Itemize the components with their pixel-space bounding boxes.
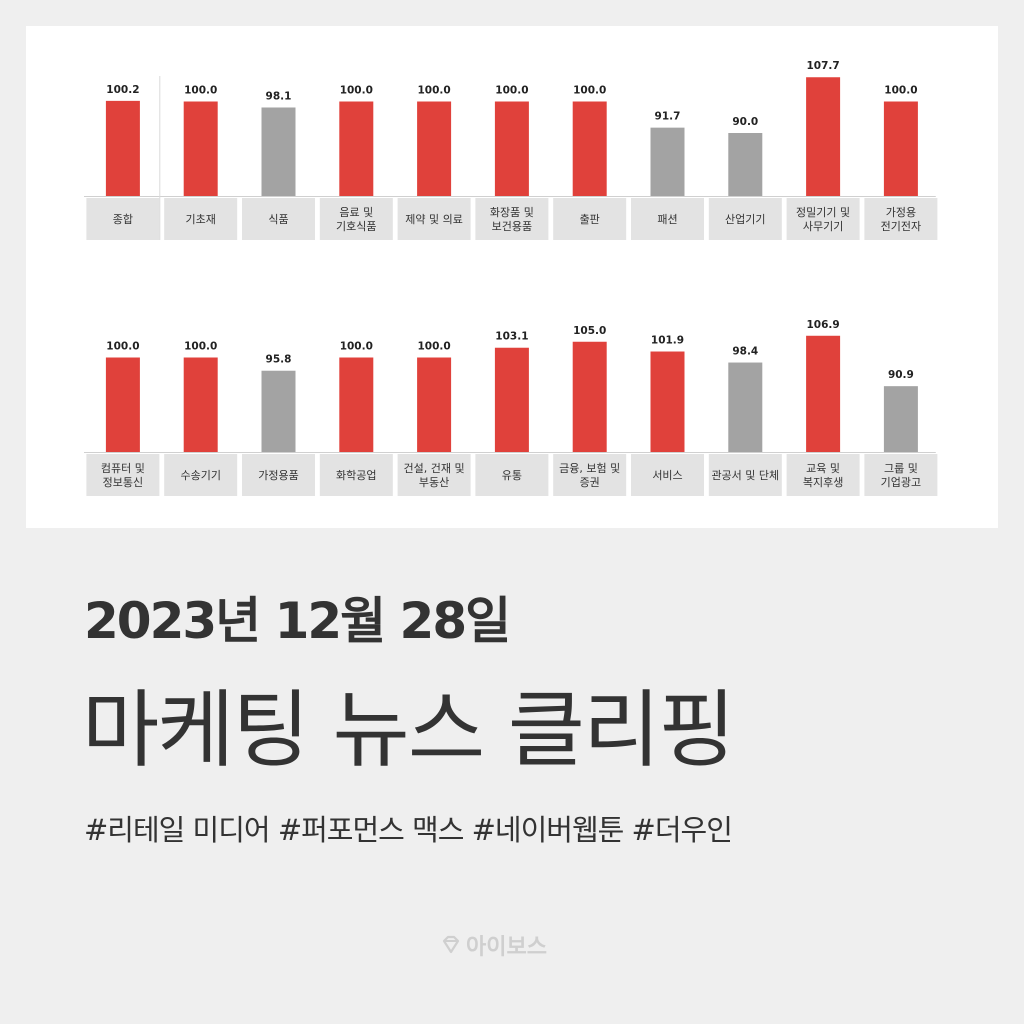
category-cell <box>319 454 393 496</box>
value-label: 95.8 <box>266 354 292 366</box>
category-cell <box>397 198 471 240</box>
value-label: 100.0 <box>184 341 217 353</box>
category-cell <box>864 198 938 240</box>
hashtags: #리테일 미디어 #퍼포먼스 맥스 #네이버웹툰 #더우인 <box>84 813 733 847</box>
value-label: 98.4 <box>732 346 758 358</box>
category-label: 종합 <box>113 213 133 226</box>
value-label: 107.7 <box>806 60 839 72</box>
bar <box>417 357 452 452</box>
category-label: 산업기기 <box>725 213 765 226</box>
value-label: 103.1 <box>495 331 528 343</box>
category-cell <box>86 198 160 240</box>
value-label: 101.9 <box>651 335 684 347</box>
value-label: 90.0 <box>732 116 758 128</box>
category-label: 화학공업 <box>336 469 376 482</box>
bar <box>105 100 140 196</box>
bar <box>883 101 918 196</box>
category-cell <box>164 198 238 240</box>
category-label: 가정용품 <box>258 469 298 482</box>
value-label: 100.0 <box>417 85 450 97</box>
category-cell <box>786 198 860 240</box>
category-label: 제약 및 의료 <box>405 212 463 226</box>
category-cell <box>708 198 782 240</box>
category-cell <box>786 454 860 496</box>
bar <box>572 341 607 452</box>
value-label: 90.9 <box>888 369 914 381</box>
category-cell <box>553 454 627 496</box>
value-label: 100.0 <box>106 341 139 353</box>
chart-card: 100.2 종합 100.0 기초재 98.1 식품 100.0 음료 및 기호식품 100.0 제… <box>26 26 998 528</box>
brand-name: 아이보스 <box>466 935 547 960</box>
bar <box>728 362 763 452</box>
category-cell <box>631 198 704 240</box>
category-label: 유통 <box>502 469 522 482</box>
category-label: 그룹 및 기업광고 <box>881 462 921 489</box>
bar <box>650 351 685 452</box>
bar-chart: 100.2 종합 100.0 기초재 98.1 식품 100.0 음료 및 기호식품 100.0 제… <box>84 60 938 496</box>
category-label: 기초재 <box>186 213 216 226</box>
category-label: 서비스 <box>652 469 682 482</box>
bar <box>883 386 918 452</box>
category-label: 수송기기 <box>180 469 220 482</box>
category-cell <box>242 198 315 240</box>
news-title: 마케팅 뉴스 클리핑 <box>82 681 736 779</box>
category-cell <box>864 454 938 496</box>
category-label: 정밀기기 및 사무기기 <box>796 206 850 233</box>
category-cell <box>397 454 471 496</box>
value-label: 105.0 <box>573 325 606 337</box>
category-label: 교육 및 복지후생 <box>803 462 843 489</box>
category-cell <box>242 454 315 496</box>
category-label: 컴퓨터 및 정보통신 <box>101 462 145 489</box>
value-label: 100.0 <box>495 85 528 97</box>
bar <box>417 101 452 196</box>
value-label: 100.0 <box>417 341 450 353</box>
bar <box>728 133 763 196</box>
category-label: 출판 <box>580 213 600 226</box>
bar <box>494 101 529 196</box>
bar <box>261 370 296 452</box>
brand-logo: 아이보스 <box>440 930 547 960</box>
value-label: 100.0 <box>573 85 606 97</box>
category-label: 가정용 전기전자 <box>881 206 921 233</box>
bar <box>339 357 374 452</box>
category-label: 패션 <box>657 213 677 226</box>
diamond-logo-icon <box>442 935 460 954</box>
bar <box>339 101 374 196</box>
bar <box>183 357 218 452</box>
value-label: 100.2 <box>106 84 139 96</box>
category-label: 음료 및 기호식품 <box>336 206 376 233</box>
category-label: 관공서 및 단체 <box>711 469 779 482</box>
category-label: 식품 <box>268 213 288 226</box>
category-cell <box>475 198 549 240</box>
value-label: 100.0 <box>184 85 217 97</box>
category-cell <box>631 454 704 496</box>
value-label: 98.1 <box>266 90 292 102</box>
value-label: 100.0 <box>340 341 373 353</box>
value-label: 106.9 <box>806 319 839 331</box>
category-cell <box>86 454 160 496</box>
category-cell <box>319 198 393 240</box>
category-label: 건설, 건재 및 부동산 <box>404 462 465 489</box>
value-label: 100.0 <box>884 85 917 97</box>
bar <box>261 107 296 196</box>
value-label: 91.7 <box>655 111 681 123</box>
bar <box>806 335 841 452</box>
category-label: 금융, 보험 및 증권 <box>559 462 620 489</box>
category-cell <box>553 198 627 240</box>
category-cell <box>164 454 238 496</box>
bar <box>650 127 685 196</box>
bar <box>105 357 140 452</box>
category-cell <box>475 454 549 496</box>
bar <box>572 101 607 196</box>
category-cell <box>708 454 782 496</box>
bar <box>806 77 841 196</box>
category-label: 화장품 및 보건용품 <box>490 206 534 233</box>
news-date: 2023년 12월 28일 <box>84 592 511 650</box>
bar <box>183 101 218 196</box>
bar <box>494 347 529 452</box>
value-label: 100.0 <box>340 85 373 97</box>
